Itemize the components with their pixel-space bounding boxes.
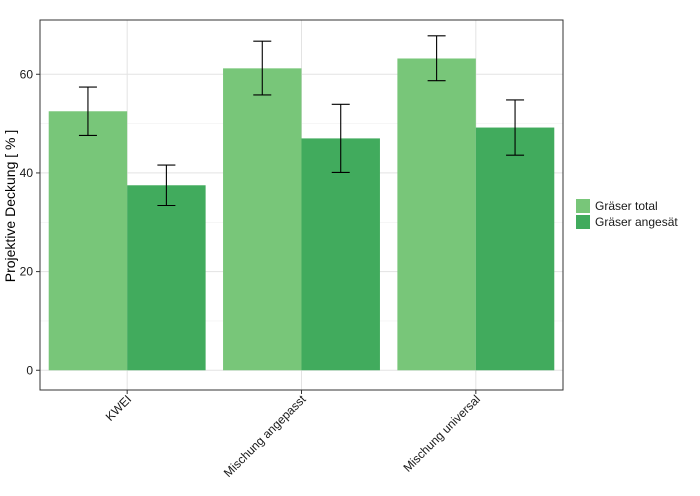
error-bar-layer	[78, 35, 525, 207]
x-axis: KWEI Mischung angepasst Mischung universal	[103, 390, 483, 480]
bar-graeser-angesaet	[301, 138, 380, 371]
bar-graeser-angesaet	[475, 127, 555, 371]
x-tick-label: Mischung universal	[400, 392, 483, 475]
bar-graeser-total	[397, 58, 476, 371]
y-axis-title: Projektive Deckung [ % ]	[2, 130, 18, 283]
legend-label: Gräser angesät	[595, 215, 678, 229]
x-tick-label: KWEI	[103, 392, 135, 424]
y-tick-label: 40	[20, 166, 34, 180]
y-tick-label: 60	[20, 67, 34, 81]
bar-layer	[48, 58, 555, 371]
x-tick-label: Mischung angepasst	[221, 392, 309, 480]
legend: Gräser total Gräser angesät	[576, 199, 678, 229]
y-tick-label: 20	[20, 265, 34, 279]
legend-swatch	[576, 199, 590, 213]
bar-graeser-angesaet	[127, 185, 206, 371]
y-axis: 0 20 40 60	[20, 67, 40, 377]
legend-swatch	[576, 215, 590, 229]
bar-graeser-total	[48, 111, 128, 371]
y-tick-label: 0	[26, 363, 33, 377]
bar-graeser-total	[223, 68, 302, 371]
legend-label: Gräser total	[595, 199, 658, 213]
